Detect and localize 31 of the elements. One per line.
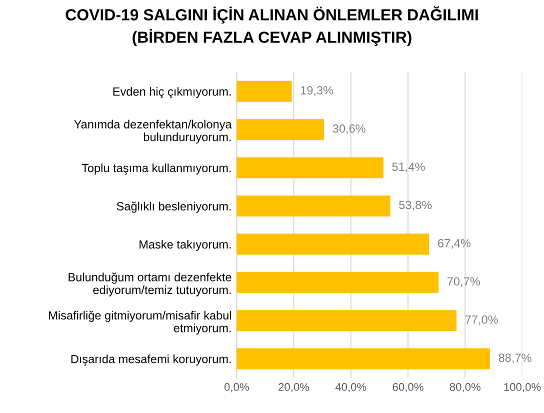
y-tick-label: Evden hiç çıkmıyorum. — [113, 87, 231, 98]
x-tick-label: 100,0% — [504, 383, 541, 392]
x-tick-label: 0,0% — [224, 383, 249, 392]
y-tick-label: Sağlıklı besleniyorum. — [116, 202, 231, 213]
bar — [236, 157, 384, 178]
bar — [236, 195, 390, 216]
x-tick-label: 40,0% — [335, 383, 366, 392]
x-tick-label: 60,0% — [392, 383, 424, 392]
bar — [236, 234, 430, 255]
bar — [236, 80, 292, 102]
y-tick-label: Dışarıda mesafemi koruyorum. — [71, 354, 231, 366]
y-tick-label: Yanımda dezenfektan/kolonya bulunduruyorum. — [74, 120, 232, 144]
data-label: 67,4% — [438, 238, 471, 249]
data-label: 19,3% — [300, 86, 334, 96]
data-label: 53,8% — [399, 200, 432, 211]
x-tick-label: 80,0% — [450, 383, 480, 392]
data-label: 77,0% — [465, 315, 498, 326]
x-tick-label: 20,0% — [278, 383, 310, 392]
chart-title: COVID-19 SALGINI İÇİN ALINAN ÖNLEMLER DAĞILIMI (BİRDEN FAZLA CEVAP ALINMIŞTIR) — [66, 6, 478, 46]
bar — [236, 310, 457, 332]
data-label: 30,6% — [332, 124, 366, 134]
y-tick-label: Toplu taşıma kullanmıyorum. — [82, 164, 231, 175]
data-label: 88,7% — [498, 354, 532, 364]
y-tick-label: Misafirliğe gitmiyorum/misafir kabul etmiyorum. — [49, 310, 231, 335]
y-tick-label: Maske takıyorum. — [140, 240, 231, 251]
bar — [236, 272, 439, 293]
data-label: 70,7% — [448, 277, 480, 287]
bar — [236, 119, 324, 140]
bar — [236, 348, 490, 370]
y-tick-label: Bulunduğum ortamı dezenfekte ediyorum/temiz tutuyorum. — [68, 272, 232, 296]
data-label: 51,4% — [392, 162, 425, 172]
